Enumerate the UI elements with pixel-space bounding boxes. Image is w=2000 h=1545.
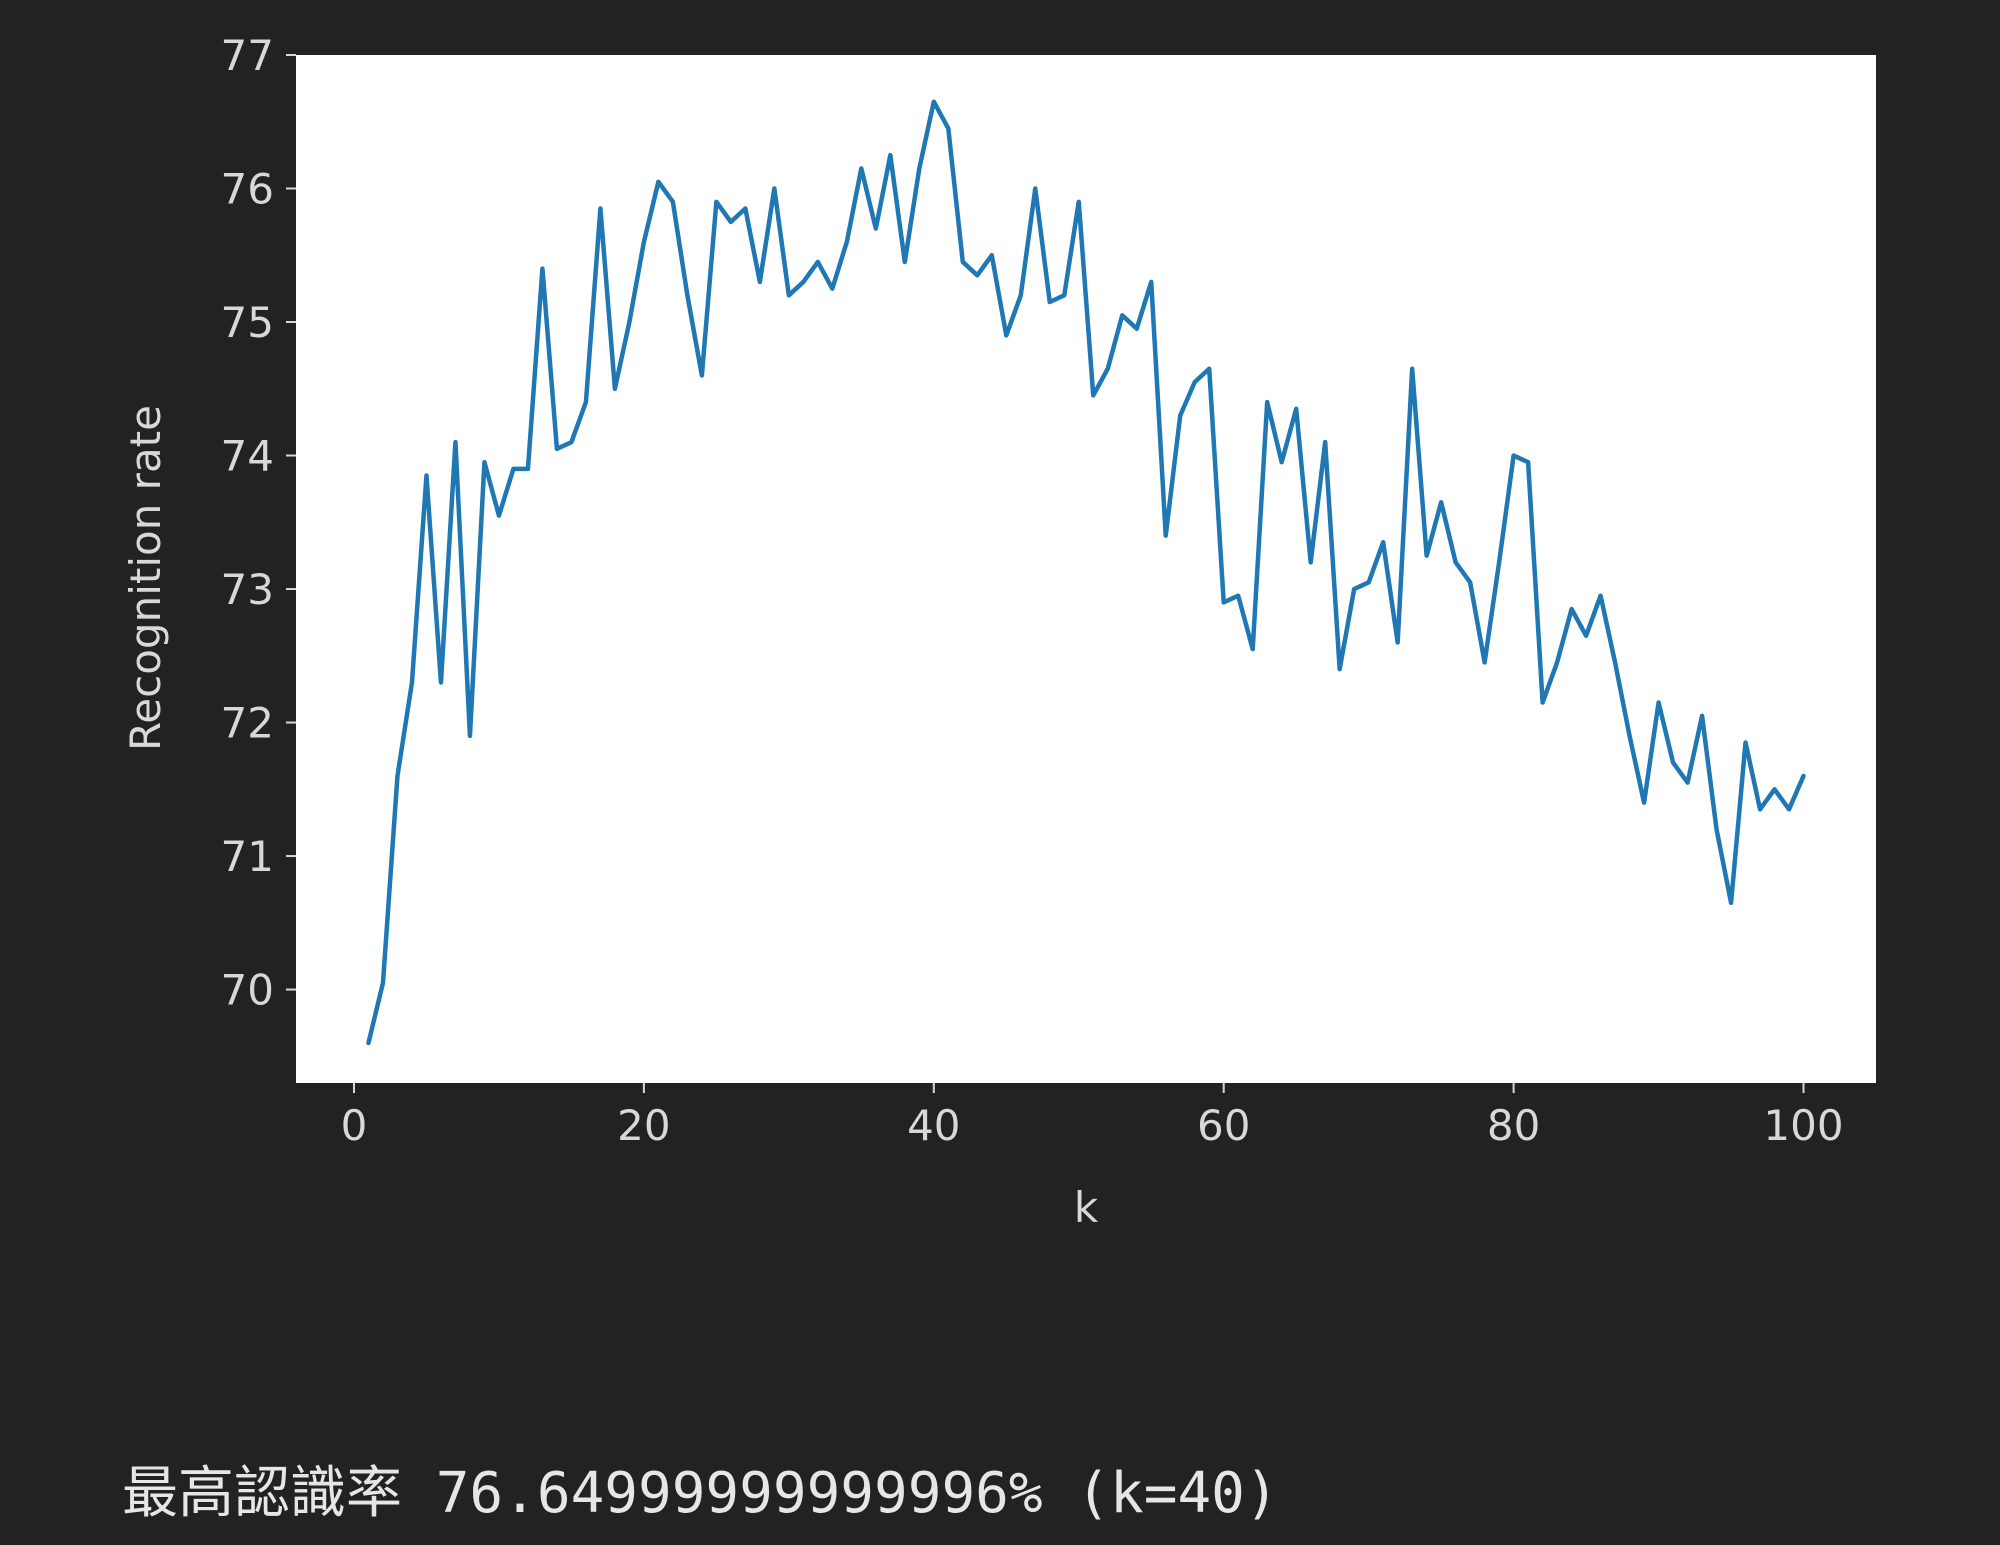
y-tick-label: 71 [221, 832, 274, 881]
x-axis-label: k [1074, 1183, 1099, 1232]
y-tick-label: 76 [221, 165, 274, 214]
x-tick-label: 80 [1487, 1101, 1540, 1150]
plot-area [296, 55, 1876, 1083]
result-output-text: 最高認識率 76.64999999999996% (k=40) [122, 1461, 1279, 1526]
line-chart: 0 20 40 60 80 100 70 71 72 73 74 75 76 77 k Recognit… [121, 31, 1876, 1232]
y-tick-label: 72 [221, 699, 274, 748]
x-tick-label: 100 [1763, 1101, 1843, 1150]
x-tick-label: 0 [341, 1101, 368, 1150]
y-tick-label: 70 [221, 966, 274, 1015]
y-tick-label: 74 [221, 432, 274, 481]
series-line [366, 99, 1806, 1046]
y-tick-label: 75 [221, 298, 274, 347]
x-axis: 0 20 40 60 80 100 [341, 1083, 1844, 1150]
x-tick-label: 20 [617, 1101, 670, 1150]
x-tick-label: 40 [907, 1101, 960, 1150]
x-tick-label: 60 [1197, 1101, 1250, 1150]
y-tick-label: 77 [221, 31, 274, 80]
y-tick-label: 73 [221, 565, 274, 614]
y-axis: 70 71 72 73 74 75 76 77 [221, 31, 296, 1015]
y-axis-label: Recognition rate [121, 405, 170, 751]
